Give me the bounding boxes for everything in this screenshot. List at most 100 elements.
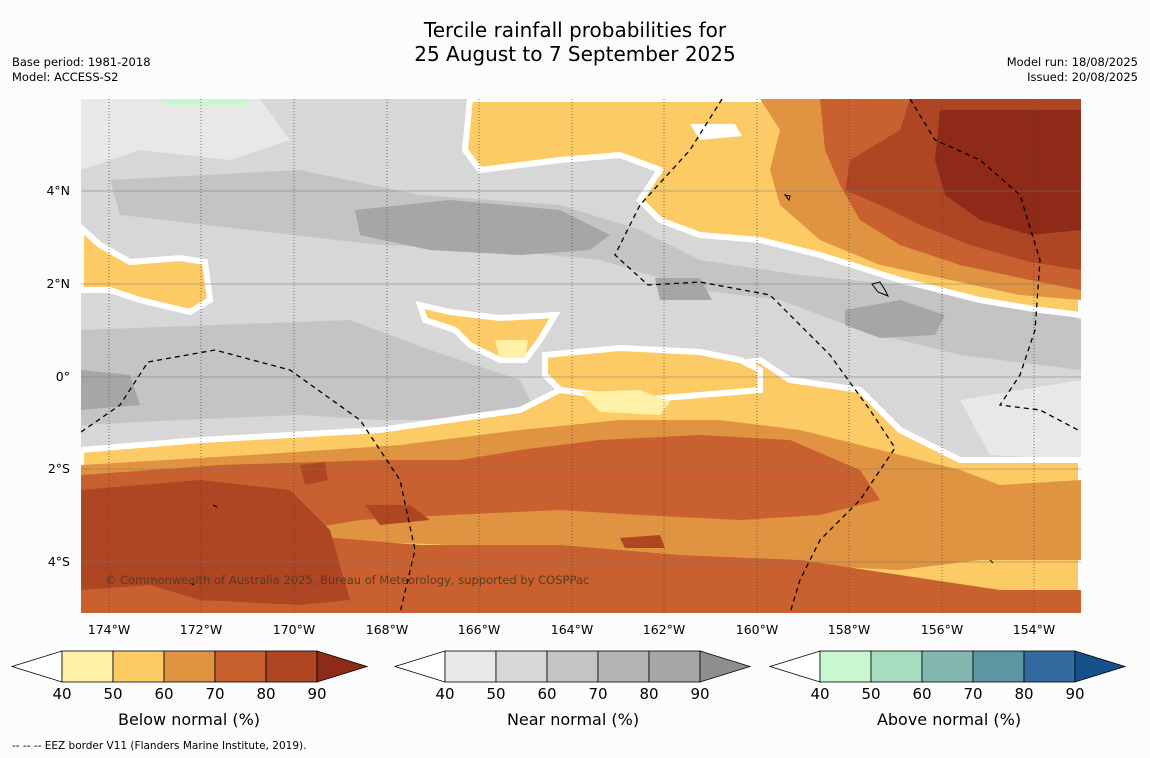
colorbar-tick-label: 40 — [435, 685, 454, 703]
near-normal-light-patch — [81, 99, 290, 170]
colorbar-segment — [112, 650, 165, 683]
colorbar-tick-label: 90 — [690, 685, 709, 703]
below-normal-80-patch-3 — [620, 535, 665, 548]
colorbars: 40 50 60 70 80 90 Below normal (%) 40 50 60 70 80 90… — [10, 650, 1127, 729]
island-2 — [783, 194, 791, 202]
meta-right: Model run: 18/08/2025 Issued: 20/08/2025 — [1007, 55, 1138, 85]
colorbar-segment — [648, 650, 701, 683]
colorbar-segment — [444, 650, 497, 683]
colorbar-tick-label: 50 — [861, 685, 880, 703]
above-normal-patch — [160, 99, 250, 105]
eez-border-3 — [909, 99, 1079, 431]
colorbar-extend-low — [768, 650, 821, 683]
chart-title: Tercile rainfall probabilities for 25 Au… — [0, 18, 1150, 66]
white-gap-patch — [690, 124, 742, 140]
island-3 — [212, 504, 218, 508]
colorbar-tick-label: 60 — [154, 685, 173, 703]
graticule — [81, 99, 1081, 613]
colorbar-tick-label: 70 — [588, 685, 607, 703]
longitude-label: 170°W — [273, 622, 315, 637]
issued-text: Issued: 20/08/2025 — [1027, 70, 1138, 84]
colorbar-tick-label: 80 — [639, 685, 658, 703]
model-run-text: Model run: 18/08/2025 — [1006, 55, 1138, 69]
model-text: Model: ACCESS-S2 — [12, 70, 119, 84]
islands — [189, 194, 994, 586]
colorbar-segment — [163, 650, 216, 683]
colorbar-segment — [61, 650, 114, 683]
colorbar-extend-high — [699, 650, 752, 683]
longitude-labels: 174°W 172°W 170°W 168°W 166°W 164°W 162°W 160°W… — [88, 622, 1055, 637]
colorbar-title: Below normal (%) — [118, 710, 260, 729]
colorbar-segment — [1023, 650, 1076, 683]
near-normal-dark-patch-1 — [355, 200, 610, 255]
colorbar-extend-high — [1074, 650, 1127, 683]
longitude-label: 172°W — [180, 622, 222, 637]
near-normal-band — [81, 320, 540, 425]
copyright-text: © Commonwealth of Australia 2025, Bureau… — [105, 573, 590, 587]
colorbar-tick-label: 80 — [256, 685, 275, 703]
island-1 — [871, 281, 890, 297]
below-normal-40-patch — [580, 390, 670, 415]
title-line-1: Tercile rainfall probabilities for — [423, 18, 727, 42]
below-normal-80-patch-1 — [81, 480, 350, 605]
eez-border-1 — [81, 349, 416, 613]
base-period-text: Base period: 1981-2018 — [12, 55, 151, 69]
colorbar-1: 40 50 60 70 80 90 Below normal (%) — [10, 650, 369, 729]
near-normal-mid-band — [110, 170, 1081, 370]
below-normal-west-patch — [81, 223, 214, 316]
colorbar-segment — [214, 650, 267, 683]
near-normal-dark-patch-3 — [81, 370, 140, 410]
colorbar-tick-label: 60 — [912, 685, 931, 703]
near-normal-dark-patch-2 — [845, 300, 945, 338]
longitude-label: 156°W — [921, 622, 963, 637]
colorbar-segment — [546, 650, 599, 683]
near-normal-light-patch-2 — [960, 380, 1081, 460]
colorbar-tick-label: 50 — [486, 685, 505, 703]
colorbar-segment — [819, 650, 872, 683]
title-line-2: 25 August to 7 September 2025 — [414, 42, 736, 66]
colorbar-title: Above normal (%) — [877, 710, 1021, 729]
colorbar-title: Near normal (%) — [507, 710, 639, 729]
below-normal-northeast-90 — [935, 110, 1081, 235]
colorbar-tick-label: 70 — [963, 685, 982, 703]
longitude-label: 154°W — [1013, 622, 1055, 637]
colorbar-tick-label: 40 — [810, 685, 829, 703]
latitude-label: 2°N — [46, 276, 70, 291]
latitude-label: 2°S — [48, 461, 70, 476]
colorbar-tick-label: 90 — [307, 685, 326, 703]
colorbar-segment — [597, 650, 650, 683]
colorbar-tick-label: 90 — [1065, 685, 1084, 703]
colorbar-segment — [972, 650, 1025, 683]
below-normal-80-patch-2 — [365, 505, 430, 525]
colorbar-3: 40 50 60 70 80 90 Above normal (%) — [768, 650, 1127, 729]
longitude-label: 158°W — [828, 622, 870, 637]
longitude-label: 160°W — [736, 622, 778, 637]
longitude-label: 168°W — [366, 622, 408, 637]
eez-legend-footnote: -- -- -- EEZ border V11 (Flanders Marine… — [12, 740, 307, 752]
longitude-label: 162°W — [643, 622, 685, 637]
latitude-label: 4°S — [48, 554, 70, 569]
colorbar-extend-low — [393, 650, 446, 683]
island-4 — [989, 559, 994, 564]
longitude-label: 164°W — [551, 622, 593, 637]
colorbar-extend-low — [10, 650, 63, 683]
eez-borders — [81, 99, 1079, 613]
colorbar-tick-label: 60 — [537, 685, 556, 703]
below-normal-50-central — [542, 344, 763, 404]
colorbar-tick-label: 40 — [52, 685, 71, 703]
longitude-label: 166°W — [458, 622, 500, 637]
colorbar-tick-label: 50 — [103, 685, 122, 703]
colorbar-segment — [495, 650, 548, 683]
colorbar-segment — [870, 650, 923, 683]
latitude-labels: 4°N 2°N 0° 2°S 4°S — [46, 183, 70, 569]
colorbar-tick-label: 70 — [205, 685, 224, 703]
below-normal-40-central — [495, 340, 528, 358]
colorbar-tick-label: 80 — [1014, 685, 1033, 703]
latitude-label: 4°N — [46, 183, 70, 198]
meta-left: Base period: 1981-2018 Model: ACCESS-S2 — [12, 55, 151, 85]
longitude-label: 174°W — [88, 622, 130, 637]
eez-border-2 — [614, 99, 896, 613]
map-panel — [81, 99, 1081, 613]
colorbar-extend-high — [316, 650, 369, 683]
